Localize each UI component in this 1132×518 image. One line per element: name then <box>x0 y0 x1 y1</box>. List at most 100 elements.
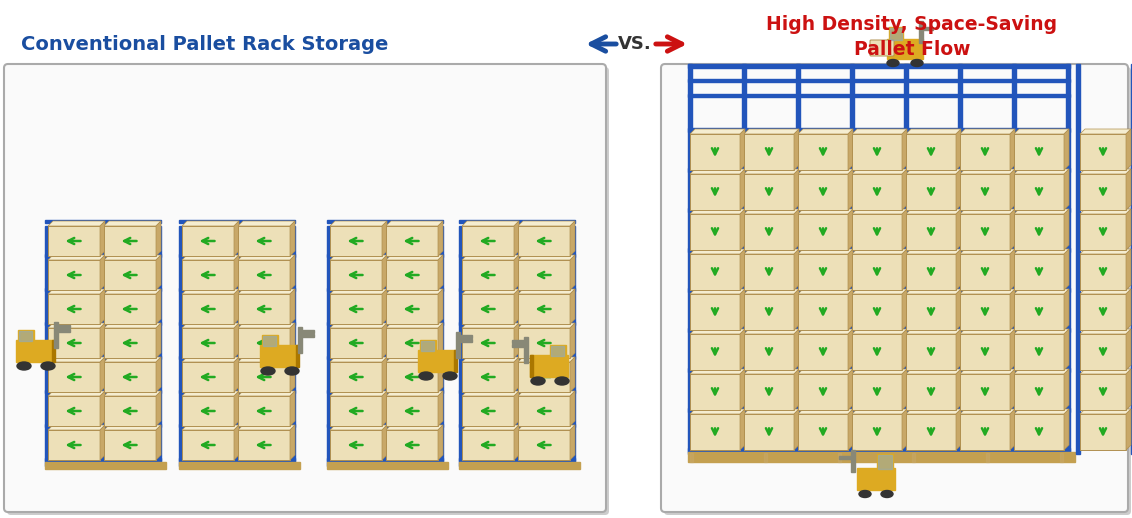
Polygon shape <box>960 169 1015 174</box>
Polygon shape <box>156 221 161 256</box>
Bar <box>688 208 1070 212</box>
Polygon shape <box>518 362 571 392</box>
Polygon shape <box>462 323 518 328</box>
Polygon shape <box>1080 289 1131 294</box>
Polygon shape <box>744 129 799 134</box>
Polygon shape <box>1010 369 1015 410</box>
Polygon shape <box>182 362 234 392</box>
Bar <box>291 226 295 466</box>
Polygon shape <box>331 391 387 396</box>
Polygon shape <box>1080 409 1131 414</box>
Polygon shape <box>960 289 1015 294</box>
Polygon shape <box>906 169 961 174</box>
Bar <box>1066 64 1070 454</box>
Polygon shape <box>1064 249 1069 290</box>
Text: VS.: VS. <box>618 35 652 53</box>
Polygon shape <box>238 323 295 328</box>
Polygon shape <box>234 357 239 392</box>
Polygon shape <box>290 221 295 256</box>
Polygon shape <box>104 362 156 392</box>
Polygon shape <box>794 329 799 370</box>
Polygon shape <box>518 357 575 362</box>
Polygon shape <box>462 260 514 290</box>
Polygon shape <box>234 289 239 324</box>
Bar <box>179 226 183 466</box>
Polygon shape <box>1010 289 1015 330</box>
Polygon shape <box>48 430 100 460</box>
Polygon shape <box>100 357 105 392</box>
Polygon shape <box>238 294 290 324</box>
Polygon shape <box>514 357 518 392</box>
Polygon shape <box>1126 369 1131 410</box>
Polygon shape <box>740 289 745 330</box>
Polygon shape <box>960 374 1010 410</box>
Polygon shape <box>238 226 290 256</box>
Polygon shape <box>691 134 740 170</box>
Polygon shape <box>331 362 381 392</box>
Polygon shape <box>691 329 745 334</box>
Polygon shape <box>798 129 854 134</box>
Bar <box>179 458 295 461</box>
Bar <box>850 64 854 454</box>
Bar <box>235 226 239 466</box>
Polygon shape <box>381 255 387 290</box>
Polygon shape <box>902 209 907 250</box>
Polygon shape <box>234 221 239 256</box>
Polygon shape <box>182 425 239 430</box>
Polygon shape <box>852 369 907 374</box>
Polygon shape <box>906 289 961 294</box>
Bar <box>458 390 575 393</box>
Polygon shape <box>518 425 575 430</box>
Polygon shape <box>744 254 794 290</box>
Bar <box>55 325 70 327</box>
Polygon shape <box>848 249 854 290</box>
Bar <box>688 248 1070 252</box>
Polygon shape <box>48 221 105 226</box>
Bar <box>18 330 34 342</box>
Bar <box>571 226 575 466</box>
Bar <box>263 336 276 346</box>
Bar <box>454 350 457 372</box>
Bar <box>383 226 387 466</box>
Polygon shape <box>744 214 794 250</box>
Polygon shape <box>852 289 907 294</box>
Bar <box>838 453 841 462</box>
Polygon shape <box>691 129 745 134</box>
Bar <box>16 340 54 362</box>
Polygon shape <box>514 323 518 358</box>
Ellipse shape <box>419 372 434 380</box>
Polygon shape <box>100 391 105 426</box>
Polygon shape <box>902 369 907 410</box>
Polygon shape <box>794 289 799 330</box>
Polygon shape <box>798 414 848 450</box>
Polygon shape <box>957 169 961 210</box>
Bar <box>45 390 161 393</box>
Polygon shape <box>798 249 854 254</box>
Polygon shape <box>798 334 848 370</box>
Polygon shape <box>1010 249 1015 290</box>
Bar <box>857 468 895 490</box>
Ellipse shape <box>859 491 871 497</box>
Bar <box>741 64 746 454</box>
Polygon shape <box>238 328 290 358</box>
Polygon shape <box>386 260 438 290</box>
Polygon shape <box>182 391 239 396</box>
Polygon shape <box>48 391 105 396</box>
FancyBboxPatch shape <box>7 67 609 515</box>
Bar <box>904 64 908 454</box>
Bar <box>688 408 1070 412</box>
Bar <box>887 39 923 59</box>
Bar <box>179 462 300 469</box>
Polygon shape <box>960 334 1010 370</box>
FancyBboxPatch shape <box>871 40 894 56</box>
Polygon shape <box>906 294 957 330</box>
Polygon shape <box>381 221 387 256</box>
Polygon shape <box>906 249 961 254</box>
Polygon shape <box>386 323 443 328</box>
Polygon shape <box>381 425 387 460</box>
Polygon shape <box>290 289 295 324</box>
Polygon shape <box>798 374 848 410</box>
Polygon shape <box>104 323 161 328</box>
Bar <box>912 453 915 462</box>
Polygon shape <box>48 294 100 324</box>
